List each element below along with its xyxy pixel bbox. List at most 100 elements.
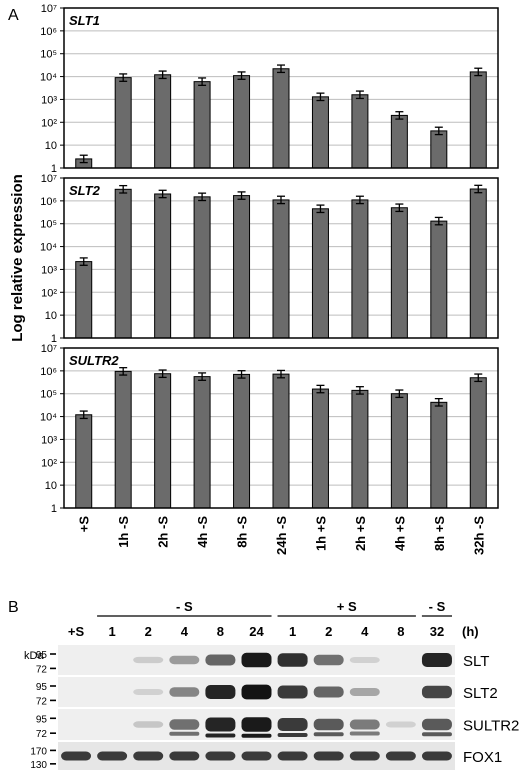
y-tick-label: 10 — [45, 310, 57, 322]
kda-label: kDa — [24, 650, 44, 662]
subplot-title: SLT1 — [69, 13, 100, 28]
bar — [390, 207, 408, 339]
bar — [154, 74, 172, 169]
x-tick-label: 32h -S — [471, 516, 486, 555]
band — [169, 687, 200, 697]
group-label: + S — [337, 599, 357, 614]
plot-frame — [63, 347, 499, 509]
bar — [430, 220, 448, 339]
bar — [233, 373, 251, 509]
band — [277, 751, 308, 761]
bar — [154, 373, 172, 509]
lane-label: 1 — [109, 624, 116, 639]
marker-label: 170 — [30, 746, 47, 757]
subplot-title: SLT2 — [69, 183, 101, 198]
bar — [75, 261, 93, 339]
y-tick-label: 10⁴ — [40, 412, 57, 424]
band — [205, 654, 236, 666]
bar — [311, 96, 329, 169]
band — [205, 751, 236, 761]
protein-label: FOX1 — [463, 749, 502, 766]
y-tick-label: 10 — [45, 140, 57, 152]
band — [241, 652, 272, 668]
panel-label-b: B — [8, 599, 19, 616]
bar — [351, 389, 369, 509]
protein-label: SULTR2 — [463, 718, 519, 735]
y-tick-label: 10² — [41, 457, 57, 469]
band — [241, 733, 272, 738]
y-tick-label: 10³ — [41, 94, 57, 106]
bar — [430, 401, 448, 509]
band — [169, 655, 200, 665]
x-tick-label: 1h -S — [116, 516, 131, 548]
marker-label: 95 — [36, 650, 48, 661]
bar — [390, 393, 408, 509]
lane-label: 24 — [249, 624, 264, 639]
bar — [114, 370, 132, 509]
bar — [193, 376, 211, 509]
lane-label: 8 — [397, 624, 404, 639]
band — [421, 653, 452, 667]
bar — [233, 195, 251, 339]
y-tick-label: 1 — [51, 163, 57, 175]
lane-label: 4 — [181, 624, 189, 639]
subplot-title: SULTR2 — [69, 353, 119, 368]
band — [385, 721, 416, 728]
lane-label: 32 — [430, 624, 444, 639]
y-tick-label: 10⁶ — [40, 366, 57, 378]
band — [277, 733, 308, 737]
band — [313, 718, 344, 731]
x-tick-label: 24h -S — [274, 516, 289, 555]
x-tick-label: 4h -S — [195, 516, 210, 548]
x-tick-label: 8h -S — [235, 516, 250, 548]
band — [313, 751, 344, 761]
bar — [272, 199, 290, 339]
y-tick-label: 1 — [51, 333, 57, 345]
band — [133, 721, 164, 728]
protein-label: SLT — [463, 653, 489, 670]
band — [169, 751, 200, 761]
group-label: - S — [429, 599, 446, 614]
x-tick-label: 2h -S — [156, 516, 171, 548]
bar — [430, 130, 448, 169]
x-tick-label: 2h +S — [353, 516, 368, 551]
band — [97, 751, 128, 761]
band — [241, 751, 272, 761]
x-tick-label: 1h +S — [313, 516, 328, 551]
y-tick-label: 10⁵ — [40, 49, 57, 61]
lane-label: 8 — [217, 624, 224, 639]
bar — [469, 71, 487, 169]
bar — [311, 388, 329, 509]
y-tick-label: 10⁷ — [41, 3, 57, 15]
band — [205, 733, 236, 738]
marker-label: 72 — [36, 664, 48, 675]
band — [349, 751, 380, 761]
band — [277, 653, 308, 667]
bar — [390, 114, 408, 169]
y-tick-label: 10⁶ — [40, 26, 57, 38]
hours-label: (h) — [462, 624, 479, 639]
y-tick-label: 10⁵ — [40, 219, 57, 231]
y-tick-label: 1 — [51, 503, 57, 515]
y-tick-label: 10⁵ — [40, 389, 57, 401]
band — [349, 657, 380, 663]
bar — [469, 377, 487, 509]
y-tick-label: 10 — [45, 480, 57, 492]
bar — [114, 188, 132, 339]
group-label: - S — [176, 599, 193, 614]
lane-label: 1 — [289, 624, 296, 639]
bar-charts: 1 10 10² 10³ 10⁴ 10⁵ 10⁶ 10⁷ SLT1 1 10 10² 10³ 10⁴ 10⁵… — [40, 3, 499, 515]
bar — [233, 75, 251, 169]
x-tick-label: 4h +S — [392, 516, 407, 551]
marker-label: 95 — [36, 682, 48, 693]
band — [133, 751, 164, 761]
x-tick-labels: +S 1h -S 2h -S 4h -S 8h -S 24h -S 1h +S 2h +S 4h… — [77, 516, 487, 555]
chart-0: 1 10 10² 10³ 10⁴ 10⁵ 10⁶ 10⁷ SLT1 — [40, 3, 499, 175]
bar — [154, 193, 172, 339]
band — [349, 719, 380, 730]
bar — [114, 77, 132, 169]
marker-label: 95 — [36, 714, 48, 725]
y-tick-label: 10² — [41, 287, 57, 299]
bar — [193, 81, 211, 169]
